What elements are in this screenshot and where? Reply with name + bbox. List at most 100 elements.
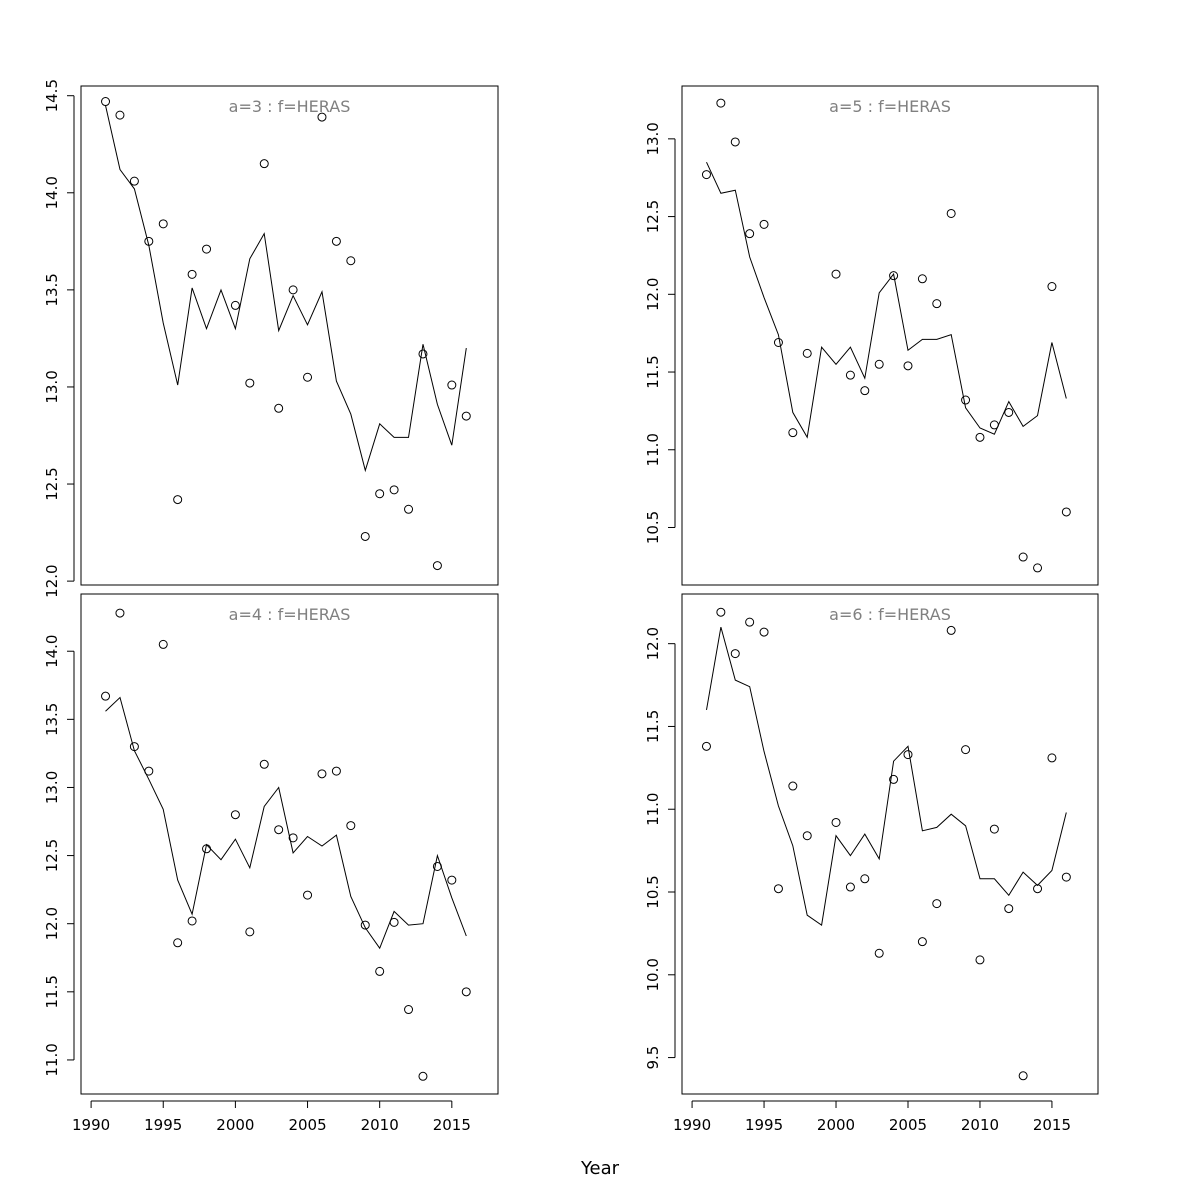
data-point [418,1071,428,1081]
data-point [202,244,212,254]
y-tick-label: 10.0 [644,958,662,991]
y-tick-label: 13.0 [43,771,61,804]
data-point [802,348,812,358]
data-point [874,948,884,958]
data-point [989,824,999,834]
data-point [274,825,284,835]
y-tick-label: 13.0 [644,122,662,155]
data-point [288,285,298,295]
x-tick-label: 2010 [961,1116,999,1134]
y-tick-label: 11.0 [644,433,662,466]
x-tick-label: 1995 [745,1116,783,1134]
data-point [946,625,956,635]
data-point [831,817,841,827]
data-point [961,745,971,755]
data-point [903,361,913,371]
data-point [360,920,370,930]
data-point [158,219,168,229]
data-point [745,229,755,239]
y-tick-label: 12.5 [644,200,662,233]
y-tick-label: 12.5 [43,467,61,500]
data-point [1033,563,1043,573]
data-point [1047,282,1057,292]
data-point [158,639,168,649]
data-point [917,274,927,284]
data-point [946,208,956,218]
data-point [1018,1071,1028,1081]
x-tick-label: 2015 [433,1116,471,1134]
data-point [716,98,726,108]
data-point [303,372,313,382]
data-point [317,112,327,122]
x-tick-label: 1995 [144,1116,182,1134]
data-point [115,110,125,120]
plot-frame [681,85,1099,586]
data-point [317,769,327,779]
y-tick-label: 14.0 [43,635,61,668]
y-tick-label: 11.5 [43,975,61,1008]
y-tick-label: 11.5 [644,710,662,743]
data-point [961,395,971,405]
data-point [701,170,711,180]
data-point [889,774,899,784]
data-point [975,955,985,965]
data-point [759,219,769,229]
data-point [773,337,783,347]
data-point [101,691,111,701]
y-tick-label: 12.0 [644,627,662,660]
data-point [230,300,240,310]
x-tick-label: 2015 [1033,1116,1071,1134]
panel-0: a=3 : f=HERAS 12.0 12.5 13.0 13.5 14.0 14.5 [43,79,499,598]
x-tick-label: 1990 [72,1116,110,1134]
data-point [346,256,356,266]
panel-title: a=6 : f=HERAS [829,605,951,624]
y-tick-label: 11.5 [644,355,662,388]
data-point [432,561,442,571]
panel-title: a=3 : f=HERAS [229,97,351,116]
fitted-line [706,626,1067,926]
plot-frame [80,593,499,1095]
data-point [230,810,240,820]
data-point [701,741,711,751]
data-point [1061,507,1071,517]
data-point [346,821,356,831]
y-tick-label: 10.5 [644,875,662,908]
y-tick-label: 11.0 [644,793,662,826]
panel-title: a=5 : f=HERAS [829,97,951,116]
data-point [831,269,841,279]
x-tick-label: 2005 [889,1116,927,1134]
data-point [975,432,985,442]
data-point [404,1005,414,1015]
data-point [889,271,899,281]
data-point [874,359,884,369]
data-point [303,890,313,900]
data-point [1004,407,1014,417]
data-point [1047,753,1057,763]
y-tick-label: 11.0 [43,1043,61,1076]
x-tick-label: 2000 [216,1116,254,1134]
y-tick-label: 13.5 [43,703,61,736]
data-point [932,899,942,909]
data-point [259,159,269,169]
data-point [860,874,870,884]
data-point [802,831,812,841]
data-point [331,766,341,776]
data-point [461,411,471,421]
data-point [389,485,399,495]
y-tick-label: 9.5 [644,1046,662,1070]
panel-1: a=5 : f=HERAS 10.5 11.0 11.5 12.0 12.5 13.0 [644,85,1099,586]
data-point [245,378,255,388]
fitted-line [706,161,1067,439]
y-tick-label: 10.5 [644,511,662,544]
data-point [274,403,284,413]
x-tick-label: 2000 [817,1116,855,1134]
data-point [375,489,385,499]
data-point [245,927,255,937]
y-tick-label: 12.0 [43,564,61,597]
data-point [917,937,927,947]
data-point [331,236,341,246]
y-tick-label: 14.0 [43,176,61,209]
y-tick-label: 12.0 [43,907,61,940]
data-point [788,428,798,438]
data-point [716,607,726,617]
